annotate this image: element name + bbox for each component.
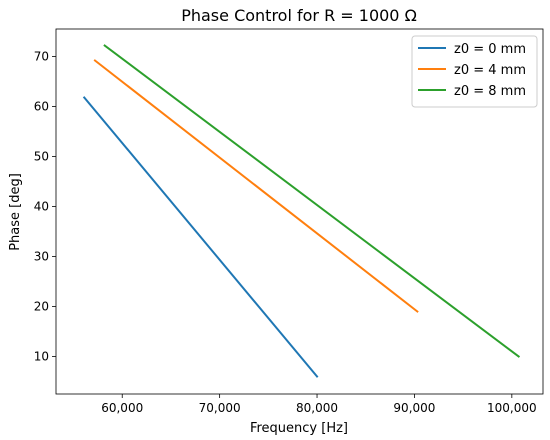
y-tick-label: 20 <box>34 300 49 314</box>
y-axis: 10 20 30 40 50 60 70 <box>34 50 56 364</box>
legend-label: z0 = 0 mm <box>454 42 526 57</box>
legend-label: z0 = 8 mm <box>454 84 526 99</box>
series-line-1 <box>93 59 419 313</box>
x-axis: 60,000 70,000 80,000 90,000 100,000 <box>101 394 537 415</box>
x-tick-label: 80,000 <box>296 401 338 415</box>
chart-title: Phase Control for R = 1000 Ω <box>181 6 417 25</box>
plot-frame <box>55 28 544 395</box>
legend: z0 = 0 mm z0 = 4 mm z0 = 8 mm <box>411 35 538 108</box>
legend-label: z0 = 4 mm <box>454 63 526 78</box>
x-tick-label: 100,000 <box>487 401 537 415</box>
y-tick-label: 30 <box>34 250 49 264</box>
y-tick-label: 50 <box>34 150 49 164</box>
plot-area <box>55 28 544 395</box>
x-tick-label: 90,000 <box>393 401 435 415</box>
y-tick-label: 10 <box>34 350 49 364</box>
y-tick-label: 40 <box>34 200 49 214</box>
y-tick-label: 70 <box>34 50 49 64</box>
series-lines <box>82 44 521 378</box>
series-line-2 <box>103 44 521 358</box>
y-tick-label: 60 <box>34 100 49 114</box>
series-line-0 <box>82 96 319 378</box>
x-tick-label: 60,000 <box>101 401 143 415</box>
x-tick-label: 70,000 <box>199 401 241 415</box>
x-axis-label: Frequency [Hz] <box>250 421 348 436</box>
y-axis-label: Phase [deg] <box>8 173 23 251</box>
